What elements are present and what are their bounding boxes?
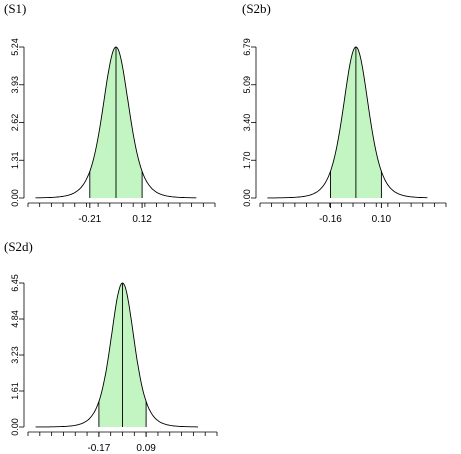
y-tick-label: 5.09 — [242, 76, 252, 94]
y-tick-label: 6.45 — [10, 274, 20, 292]
x-tick-label: 0.12 — [132, 214, 152, 225]
y-tick-label: 0.00 — [10, 418, 20, 436]
density-plot-s2d: 0.00 1.61 3.23 4.84 6.45 -0.17 0.09 — [10, 274, 218, 454]
panel-label: (S2b) — [242, 1, 271, 16]
y-tick-label: 3.93 — [10, 76, 20, 94]
density-curve — [267, 46, 428, 199]
y-tick-label: 0.00 — [242, 189, 252, 207]
y-tick-label: 3.40 — [242, 114, 252, 132]
density-plot-s1: 0.00 1.31 2.62 3.93 5.24 -0.21 0.12 — [10, 38, 216, 225]
density-curve — [35, 282, 199, 428]
y-tick-label: 3.23 — [10, 346, 20, 364]
y-tick-label: 5.24 — [10, 38, 20, 56]
y-tick-label: 1.31 — [10, 151, 20, 169]
panel-label: (S2d) — [4, 239, 33, 254]
y-tick-label: 1.61 — [10, 382, 20, 400]
x-tick-label: 0.09 — [136, 443, 156, 454]
y-tick-label: 2.62 — [10, 114, 20, 132]
y-tick-label: 1.70 — [242, 151, 252, 169]
x-tick-label: -0.17 — [87, 443, 110, 454]
density-plot-s2b: 0.00 1.70 3.40 5.09 6.79 -0.16 0.10 — [242, 38, 447, 225]
density-panel-s2d: (S2d) 0.00 1.61 3.23 4.84 6.45 -0.17 0.09 — [0, 235, 230, 454]
y-tick-label: 6.79 — [242, 38, 252, 56]
density-panel-s2b: (S2b) 0.00 1.70 3.40 5.09 6.79 -0.16 0.10 — [231, 0, 461, 230]
x-tick-label: -0.16 — [319, 214, 342, 225]
y-tick-label: 4.84 — [10, 310, 20, 328]
y-tick-label: 0.00 — [10, 189, 20, 207]
panel-label: (S1) — [4, 1, 27, 16]
x-tick-label: 0.10 — [372, 214, 392, 225]
x-tick-label: -0.21 — [78, 214, 101, 225]
density-panel-s1: (S1) 0.00 1.31 2.62 3.93 5.24 -0.21 0.12 — [0, 0, 230, 230]
